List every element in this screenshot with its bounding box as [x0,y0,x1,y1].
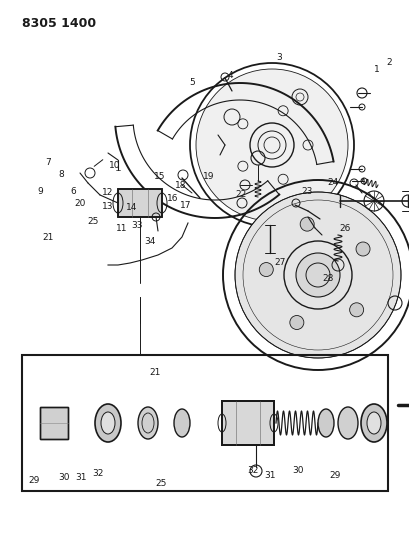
Bar [40,407,68,439]
Circle shape [234,192,400,358]
Text: 17: 17 [179,201,191,210]
Text: 31: 31 [75,473,87,481]
Ellipse shape [360,404,386,442]
Ellipse shape [138,407,157,439]
Text: 34: 34 [144,238,155,246]
Bar [118,189,162,217]
Circle shape [299,217,313,231]
Text: 25: 25 [88,217,99,226]
Bar [40,407,68,439]
Text: 4: 4 [227,71,233,80]
Text: 10: 10 [109,161,120,169]
Text: 9: 9 [37,188,43,196]
Text: 11: 11 [116,224,128,232]
Text: 32: 32 [92,469,103,478]
Ellipse shape [337,407,357,439]
Text: 15: 15 [154,173,165,181]
Text: 21: 21 [149,368,160,376]
Text: 25: 25 [155,480,166,488]
Text: 8: 8 [58,170,64,179]
Circle shape [289,316,303,329]
Text: 22: 22 [235,190,246,198]
Text: 21: 21 [43,233,54,241]
Text: 7: 7 [45,158,51,167]
Text: 5: 5 [189,78,194,87]
Text: 27: 27 [273,258,285,266]
Ellipse shape [317,409,333,437]
Text: 23: 23 [300,188,312,196]
Text: 2: 2 [386,58,391,67]
Text: 30: 30 [58,473,69,481]
Text: 24: 24 [326,178,338,187]
Ellipse shape [173,409,189,437]
Circle shape [295,253,339,297]
Text: 29: 29 [28,477,39,485]
Text: 29: 29 [329,471,340,480]
Circle shape [349,303,363,317]
Text: 14: 14 [125,204,137,212]
Text: 20: 20 [74,199,85,208]
Text: 8305 1400: 8305 1400 [22,17,96,29]
Text: 1: 1 [373,65,379,74]
Text: 30: 30 [292,466,303,474]
Text: 19: 19 [203,173,214,181]
Ellipse shape [101,412,115,434]
Ellipse shape [95,404,121,442]
Text: 32: 32 [247,466,258,474]
Circle shape [258,263,273,277]
Text: 16: 16 [167,194,178,203]
Bar [221,401,273,445]
Text: 3: 3 [275,53,281,61]
Text: 28: 28 [321,274,333,282]
Bar [118,189,162,217]
Text: 31: 31 [263,471,275,480]
Circle shape [355,242,369,256]
Bar [221,401,273,445]
Text: 12: 12 [101,189,113,197]
Text: 6: 6 [70,188,76,196]
Bar [22,355,387,491]
Circle shape [196,69,347,221]
Text: 18: 18 [174,181,186,190]
Text: 13: 13 [101,203,113,211]
Ellipse shape [366,412,380,434]
Text: 26: 26 [339,224,350,232]
Text: 33: 33 [131,222,143,230]
